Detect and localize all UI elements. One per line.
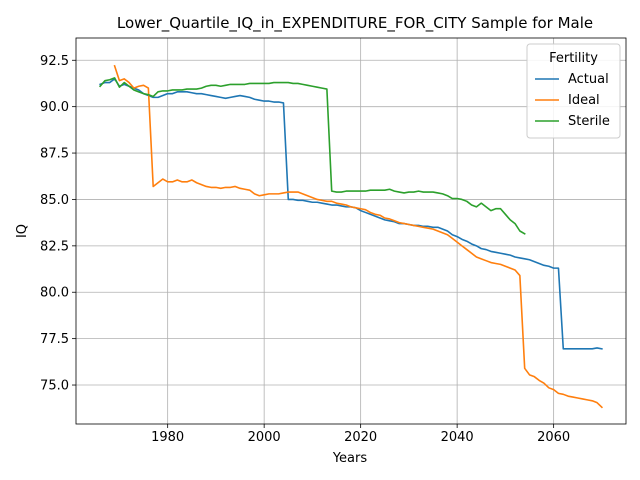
y-tick-label: 77.5 <box>40 332 69 347</box>
y-tick-label: 80.0 <box>40 286 69 301</box>
x-tick-label: 2040 <box>441 430 474 445</box>
x-axis-label: Years <box>332 451 368 466</box>
y-tick-label: 87.5 <box>40 147 69 162</box>
legend-label-actual: Actual <box>568 72 609 87</box>
y-axis-ticks: 75.0 77.5 80.0 82.5 85.0 87.5 90.0 92.5 <box>40 54 76 394</box>
legend: Fertility Actual Ideal Sterile <box>526 43 621 139</box>
x-tick-label: 2000 <box>248 430 281 445</box>
y-tick-label: 90.0 <box>40 100 69 115</box>
x-tick-label: 2020 <box>344 430 377 445</box>
x-axis-ticks: 1980 2000 2020 2040 2060 <box>151 424 570 445</box>
y-tick-label: 82.5 <box>40 239 69 254</box>
y-axis-label: IQ <box>15 224 30 238</box>
chart-title: Lower_Quartile_IQ_in_EXPENDITURE_FOR_CIT… <box>117 14 593 33</box>
legend-box <box>526 43 621 139</box>
x-tick-label: 1980 <box>151 430 184 445</box>
series-line-sterile <box>98 77 526 235</box>
y-tick-label: 75.0 <box>40 379 69 394</box>
legend-title: Fertility <box>549 51 598 66</box>
y-tick-label: 92.5 <box>40 54 69 69</box>
series-lines <box>98 64 604 409</box>
x-tick-label: 2060 <box>537 430 570 445</box>
legend-label-ideal: Ideal <box>568 93 600 108</box>
series-line-ideal <box>113 64 604 409</box>
y-tick-label: 85.0 <box>40 193 69 208</box>
grid <box>76 38 626 424</box>
plot-frame <box>75 37 627 425</box>
legend-label-sterile: Sterile <box>568 114 610 129</box>
